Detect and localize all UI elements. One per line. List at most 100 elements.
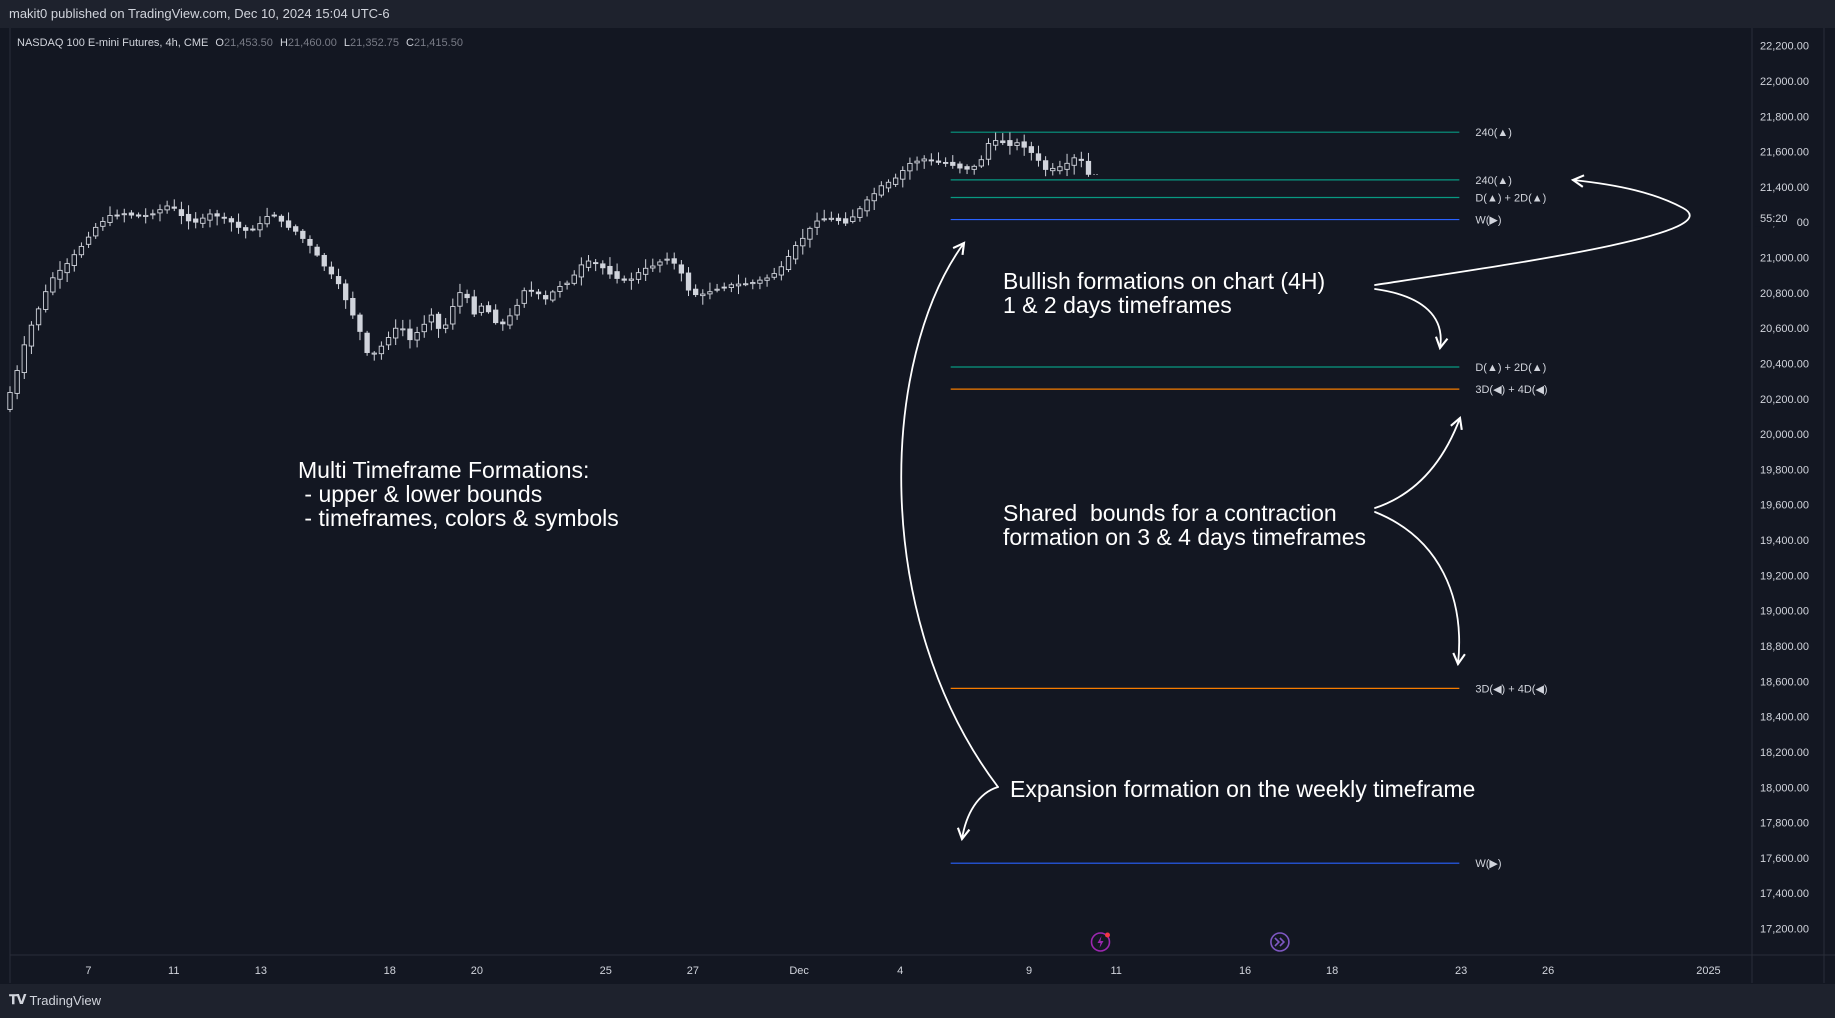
- candle-body: [85, 236, 92, 245]
- candle-body: [792, 245, 799, 260]
- candle-body: [35, 308, 42, 326]
- candle-body: [578, 264, 585, 278]
- candle-body: [478, 305, 485, 313]
- candle-body: [21, 344, 27, 374]
- candle-body: [228, 218, 235, 223]
- x-tick-label: 9: [1026, 965, 1032, 977]
- candle-body: [550, 291, 556, 301]
- x-tick-label: 23: [1455, 965, 1467, 977]
- arrow-bullish-to-240: [1374, 174, 1691, 286]
- candle-body: [64, 263, 70, 274]
- legend-high-label: H: [280, 37, 288, 49]
- candle-body: [214, 213, 220, 217]
- candle-body: [914, 160, 920, 164]
- annotation-line: Expansion formation on the weekly timefr…: [1010, 776, 1475, 802]
- candle-body: [307, 238, 313, 246]
- candle-body: [278, 215, 285, 222]
- candle-body: [750, 282, 756, 285]
- candle-body: [764, 277, 770, 281]
- candle-body: [335, 276, 342, 285]
- candle-body: [1064, 162, 1070, 170]
- publish-header: makit0 published on TradingView.com, Dec…: [0, 0, 1835, 28]
- candle-body: [1071, 157, 1077, 166]
- candle-body: [1057, 166, 1063, 172]
- candle-body: [107, 215, 113, 223]
- lightning-glyph: [1097, 936, 1104, 948]
- candle-body: [100, 221, 106, 227]
- x-tick-label: 18: [1326, 965, 1338, 977]
- formation-line-label: 3D(◀) + 4D(◀): [1475, 683, 1547, 695]
- candle-body: [921, 158, 927, 162]
- formation-line-label: D(▲) + 2D(▲): [1475, 193, 1546, 205]
- legend-open: 21,453.50: [224, 37, 273, 49]
- candle-body: [800, 237, 806, 247]
- candle-body: [835, 217, 842, 222]
- candlestick-chart[interactable]: 240(▲) 240(▲) D(▲) + 2D(▲) W(▶) D(▲) + 2D(▲)…: [0, 28, 1835, 984]
- candle-body: [593, 262, 599, 265]
- formation-line-label: D(▲) + 2D(▲): [1475, 362, 1546, 374]
- candle-body: [707, 291, 713, 295]
- candle-body: [850, 216, 856, 222]
- candle-body: [150, 213, 156, 216]
- formation-line-label: 240(▲): [1475, 127, 1512, 139]
- candle-body: [207, 213, 213, 221]
- candle-body: [635, 272, 642, 280]
- y-tick-label: 20,000.00: [1760, 429, 1809, 441]
- candle-body: [371, 352, 377, 355]
- x-tick-label: 11: [1110, 965, 1121, 977]
- candle-body: [821, 218, 827, 221]
- y-tick-label: 21,400.00: [1760, 182, 1809, 194]
- formation-line-label: W(▶): [1475, 858, 1501, 870]
- y-tick-label: 18,600.00: [1760, 676, 1809, 688]
- annotation-multi-timeframe: Multi Timeframe Formations: - upper & lo…: [298, 457, 619, 531]
- candle-body: [564, 282, 570, 286]
- candle-body: [878, 185, 884, 196]
- x-tick-label: 25: [600, 965, 612, 977]
- y-tick-label: 20,600.00: [1760, 323, 1809, 335]
- candle-body: [864, 199, 870, 212]
- candle-body: [343, 283, 349, 301]
- legend-close-label: C: [406, 37, 414, 49]
- x-tick-label: 4: [897, 965, 903, 977]
- arrow-shared-down: [1374, 511, 1466, 667]
- candle-body: [250, 228, 256, 231]
- candle-body: [428, 314, 435, 323]
- candle-body: [728, 284, 735, 288]
- candle-body: [257, 223, 263, 231]
- candle-body: [328, 266, 335, 275]
- candle-body: [664, 258, 670, 261]
- annotation-line: Shared bounds for a contraction: [1003, 500, 1337, 526]
- plot-area: [10, 28, 1752, 955]
- candle-body: [1085, 160, 1092, 175]
- countdown-badge: 55:20: [1755, 210, 1797, 227]
- candle-body: [121, 213, 127, 216]
- annotation-line: 1 & 2 days timeframes: [1003, 292, 1232, 318]
- candle-body: [78, 245, 85, 256]
- candle-body: [657, 261, 663, 266]
- candle-body: [314, 246, 320, 256]
- countdown-label: 55:20: [1760, 213, 1788, 225]
- candle-body: [842, 218, 849, 224]
- tradingview-brand[interactable]: 𝐓V TradingView: [9, 993, 101, 1008]
- candle-body: [807, 227, 813, 240]
- y-tick-label: 18,200.00: [1760, 747, 1809, 759]
- y-tick-label: 18,400.00: [1760, 712, 1809, 724]
- dividends-lightning-icon[interactable]: [1090, 932, 1111, 952]
- candle-body: [1028, 146, 1034, 153]
- y-tick-label: 17,600.00: [1760, 853, 1809, 865]
- candle-body: [1000, 140, 1006, 144]
- candle-body: [1035, 153, 1042, 161]
- candle-body: [571, 274, 577, 284]
- candle-body: [621, 278, 627, 281]
- fast-forward-event-icon[interactable]: [1270, 932, 1290, 952]
- annotation-line: Multi Timeframe Formations:: [298, 457, 589, 483]
- y-tick-label: 19,000.00: [1760, 606, 1809, 618]
- formation-line-label: 3D(◀) + 4D(◀): [1475, 384, 1547, 396]
- y-tick-label: 19,200.00: [1760, 570, 1809, 582]
- candle-body: [814, 220, 820, 228]
- y-tick-label: 20,400.00: [1760, 358, 1809, 370]
- candle-body: [114, 214, 120, 217]
- candle-body: [407, 328, 413, 341]
- event-icon-ring: [1090, 932, 1111, 952]
- tradingview-logo-icon: 𝐓V: [9, 993, 26, 1008]
